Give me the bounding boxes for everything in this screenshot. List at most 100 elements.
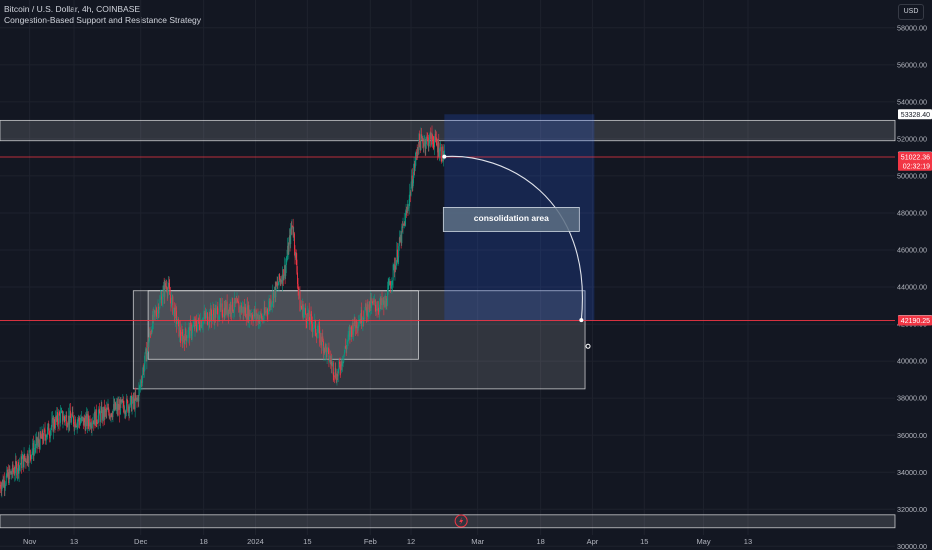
candle-body [29, 450, 31, 451]
candle-body [94, 412, 96, 426]
candle-body [68, 415, 70, 426]
candle-body [155, 310, 157, 313]
candle-body [237, 299, 239, 302]
candle-body [437, 144, 439, 153]
candle-body [257, 314, 259, 323]
candle-body [278, 274, 280, 285]
candle-body [3, 480, 5, 489]
candle-body [327, 347, 329, 349]
candle-body [56, 412, 58, 420]
projection-end-point[interactable] [579, 318, 584, 323]
candle-body [29, 450, 31, 456]
candle-body [100, 411, 102, 422]
projection-start-point[interactable] [442, 154, 447, 159]
candle-body [175, 307, 177, 312]
candle-body [80, 421, 82, 422]
candle-body [218, 316, 220, 320]
candle-body [84, 422, 86, 431]
candle-body [126, 398, 128, 401]
candle-body [39, 443, 40, 449]
candle-body [282, 269, 284, 280]
candle-body [276, 282, 277, 286]
candle-body [376, 309, 377, 311]
candle-body [364, 310, 366, 320]
candle-body [413, 163, 415, 173]
candle-body [286, 256, 288, 261]
candle-body [50, 426, 52, 431]
candle-body [95, 409, 97, 422]
candle-body [34, 448, 36, 449]
candle-body [319, 326, 321, 343]
consolidation-label-box[interactable] [442, 207, 580, 232]
candle-body [4, 486, 6, 489]
symbol-title[interactable]: Bitcoin / U.S. Dollar, 4h, COINBASE [4, 4, 141, 14]
candle-body [141, 382, 143, 384]
candle-body [137, 397, 139, 402]
candle-body [437, 141, 439, 153]
candle-body [192, 326, 194, 334]
candle-body [256, 315, 258, 318]
candle-body [189, 326, 190, 339]
candle-body [318, 326, 320, 327]
candle-body [147, 342, 148, 351]
candle-body [413, 172, 414, 184]
candle-body [293, 233, 295, 235]
candle-body [138, 388, 140, 402]
candle-body [17, 462, 19, 472]
candle-body [307, 313, 309, 317]
candle-body [381, 298, 383, 306]
candle-body [135, 395, 137, 400]
candle-body [380, 298, 382, 305]
candle-body [402, 223, 404, 228]
candle-body [324, 344, 326, 354]
candle-body [270, 300, 272, 308]
candle-body [184, 338, 186, 345]
candle-body [264, 307, 266, 313]
candle-body [160, 296, 162, 298]
candle-body [306, 321, 308, 324]
candle-body [129, 397, 131, 407]
candle-body [203, 312, 205, 318]
candle-body [232, 311, 234, 312]
candle-body [353, 317, 355, 330]
candle-body [32, 443, 34, 456]
candle-body [226, 301, 227, 313]
candle-body [8, 468, 10, 484]
candle-body [371, 300, 373, 302]
candle-body [197, 324, 198, 331]
candle-body [21, 458, 23, 468]
candle-body [309, 320, 311, 325]
anchor-handle[interactable] [585, 343, 591, 349]
candle-body [331, 362, 333, 366]
y-tick-label: 48000.00 [897, 209, 927, 218]
candle-body [279, 279, 281, 281]
candle-body [86, 413, 88, 426]
candles [0, 125, 445, 498]
candle-body [277, 283, 279, 286]
candle-body [65, 416, 66, 422]
candle-body [290, 227, 292, 230]
lightning-icon[interactable] [454, 514, 468, 528]
candle-body [385, 298, 387, 307]
candle-body [388, 284, 390, 286]
candle-body [215, 308, 217, 318]
candle-body [368, 312, 369, 317]
candle-body [248, 309, 250, 321]
candle-body [197, 318, 199, 325]
candle-body [372, 300, 374, 304]
candle-body [301, 303, 303, 310]
candle-body [419, 134, 421, 143]
currency-button[interactable]: USD [898, 4, 924, 20]
candle-body [370, 297, 372, 308]
lightning-icon-ring [454, 514, 468, 528]
strategy-title[interactable]: Congestion-Based Support and Resistance … [4, 15, 202, 25]
candle-body [204, 312, 206, 316]
candle-body [39, 432, 41, 449]
candle-body [296, 259, 298, 273]
candle-body [261, 317, 263, 320]
candle-body [132, 396, 134, 403]
candle-body [211, 314, 213, 321]
candle-body [386, 305, 388, 307]
candle-body [74, 419, 76, 427]
